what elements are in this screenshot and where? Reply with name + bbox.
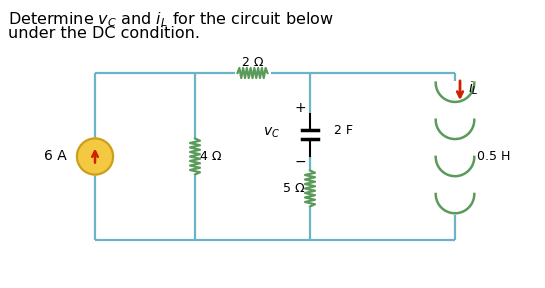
Circle shape (77, 139, 113, 175)
Text: −: − (294, 154, 306, 168)
Text: 2 F: 2 F (334, 124, 353, 137)
Text: +: + (294, 101, 306, 115)
Text: Determine $v_C$ and $i_L$ for the circuit below: Determine $v_C$ and $i_L$ for the circui… (8, 10, 334, 29)
Text: $v_C$: $v_C$ (263, 125, 280, 140)
Text: $i_L$: $i_L$ (468, 80, 479, 97)
Text: 4 Ω: 4 Ω (200, 150, 222, 163)
Text: under the DC condition.: under the DC condition. (8, 26, 200, 41)
Text: 6 A: 6 A (44, 149, 67, 164)
Text: 5 Ω: 5 Ω (283, 182, 305, 195)
Text: 0.5 H: 0.5 H (477, 150, 510, 163)
Text: 2 Ω: 2 Ω (242, 56, 263, 69)
